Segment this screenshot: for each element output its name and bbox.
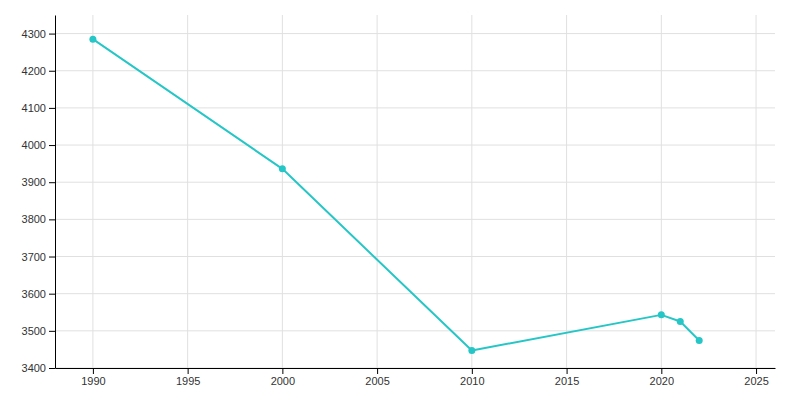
y-grid-line xyxy=(55,219,775,220)
x-tick: 2020 xyxy=(650,368,674,387)
y-tick-mark xyxy=(49,368,55,369)
x-tick-mark xyxy=(377,368,378,374)
y-grid-line xyxy=(55,70,775,71)
point xyxy=(89,36,96,43)
y-tick: 3800 xyxy=(22,213,55,225)
y-grid-line xyxy=(55,33,775,34)
y-tick: 3500 xyxy=(22,325,55,337)
marks xyxy=(89,36,702,354)
chart-svg: 1990 1995 2000 2005 2010 2015 2020 2025 3400 3500… xyxy=(0,0,800,400)
y-grid-line xyxy=(55,368,775,369)
y-grid-line xyxy=(55,145,775,146)
chart-container: 1990 1995 2000 2005 2010 2015 2020 2025 3400 3500… xyxy=(0,0,800,400)
y-tick: 3700 xyxy=(22,251,55,263)
x-tick-label: 2005 xyxy=(365,375,389,387)
y-grid-line xyxy=(55,293,775,294)
x-grid-line xyxy=(471,15,472,368)
y-tick-label: 3600 xyxy=(22,288,46,300)
x-grid-line xyxy=(377,15,378,368)
y-axis-line xyxy=(55,16,56,369)
x-tick-label: 1995 xyxy=(176,375,200,387)
y-tick: 4200 xyxy=(22,65,55,77)
y-tick-mark xyxy=(49,294,55,295)
y-tick: 3400 xyxy=(22,362,55,374)
x-tick-label: 2020 xyxy=(650,375,674,387)
y-tick-label: 3400 xyxy=(22,362,46,374)
y-grid-line xyxy=(55,330,775,331)
y-grid-line xyxy=(55,182,775,183)
y-grid-line xyxy=(55,107,775,108)
y-axis: 3400 3500 3600 3700 3800 3900 4000 4100 4200 4300 xyxy=(22,16,56,375)
x-grid-line xyxy=(282,15,283,368)
x-tick-label: 2010 xyxy=(460,375,484,387)
y-tick-label: 3800 xyxy=(22,213,46,225)
y-tick-mark xyxy=(49,145,55,146)
x-tick-label: 1990 xyxy=(81,375,105,387)
x-tick-mark xyxy=(282,368,283,374)
point xyxy=(658,311,665,318)
x-tick: 2005 xyxy=(365,368,389,387)
x-tick-mark xyxy=(756,368,757,374)
y-tick-mark xyxy=(49,71,55,72)
point xyxy=(279,165,286,172)
x-tick-label: 2025 xyxy=(744,375,768,387)
y-tick-label: 4200 xyxy=(22,65,46,77)
x-grid-line xyxy=(566,15,567,368)
x-tick-mark xyxy=(188,368,189,374)
plot-area: 1990 1995 2000 2005 2010 2015 2020 2025 3400 3500… xyxy=(22,15,776,387)
y-tick-mark xyxy=(49,182,55,183)
point xyxy=(468,347,475,354)
y-tick: 4000 xyxy=(22,139,55,151)
y-tick-mark xyxy=(49,331,55,332)
y-tick-label: 3900 xyxy=(22,176,46,188)
x-tick-mark xyxy=(472,368,473,374)
x-tick-label: 2015 xyxy=(555,375,579,387)
y-tick: 4300 xyxy=(22,28,55,40)
y-tick-mark xyxy=(49,219,55,220)
y-tick-label: 3700 xyxy=(22,251,46,263)
y-tick-label: 4000 xyxy=(22,139,46,151)
y-tick: 3900 xyxy=(22,176,55,188)
x-tick-mark xyxy=(567,368,568,374)
y-tick-mark xyxy=(49,34,55,35)
x-grid-line xyxy=(756,15,757,368)
x-tick: 2015 xyxy=(555,368,579,387)
y-tick-label: 4100 xyxy=(22,102,46,114)
x-grid-line xyxy=(92,15,93,368)
x-tick: 2000 xyxy=(271,368,295,387)
point xyxy=(677,318,684,325)
y-tick-label: 4300 xyxy=(22,28,46,40)
x-tick: 1990 xyxy=(81,368,105,387)
x-grid-line xyxy=(187,15,188,368)
x-tick-label: 2000 xyxy=(271,375,295,387)
grid xyxy=(55,15,775,368)
y-tick: 4100 xyxy=(22,102,55,114)
y-tick-label: 3500 xyxy=(22,325,46,337)
y-tick-mark xyxy=(49,257,55,258)
x-tick-mark xyxy=(661,368,662,374)
y-grid-line xyxy=(55,256,775,257)
x-tick-mark xyxy=(93,368,94,374)
y-tick: 3600 xyxy=(22,288,55,300)
x-tick: 2010 xyxy=(460,368,484,387)
y-tick-mark xyxy=(49,108,55,109)
line xyxy=(93,39,699,350)
x-tick: 2025 xyxy=(744,368,768,387)
x-axis: 1990 1995 2000 2005 2010 2015 2020 2025 xyxy=(56,368,776,387)
x-axis-line xyxy=(56,368,776,369)
point xyxy=(696,337,703,344)
x-tick: 1995 xyxy=(176,368,200,387)
